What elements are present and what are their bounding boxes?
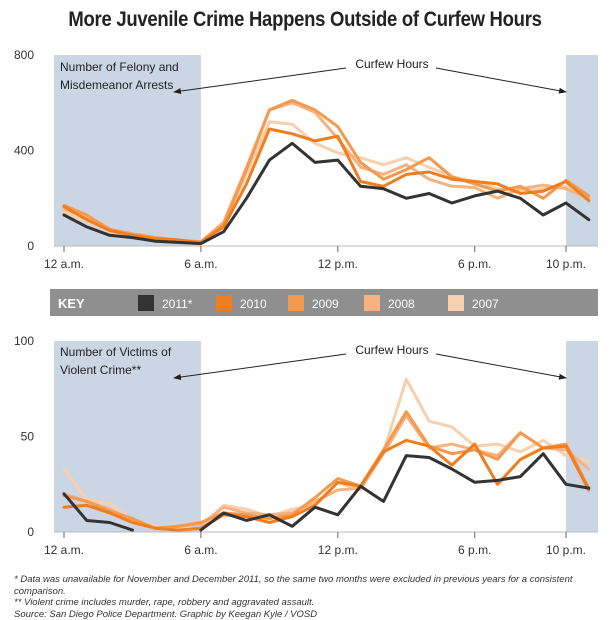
key-label-2011: 2011*: [162, 297, 193, 311]
victims-x-tick-label: 10 p.m.: [546, 543, 586, 557]
key-title: KEY: [58, 296, 85, 311]
chart-legend: KEY 2011* 2010 2009 2008 2007: [50, 289, 598, 316]
key-swatch-2007: [448, 295, 464, 311]
victims-panel-label: Number of Victims of: [60, 345, 172, 359]
arrests-x-tick-label: 12 a.m.: [44, 257, 84, 271]
victims-y-tick-label: 100: [14, 334, 34, 348]
victims-y-tick-label: 0: [27, 525, 34, 539]
arrests-panel-label: Number of Felony and: [60, 60, 179, 74]
victims-x-tick-label: 6 a.m.: [184, 543, 217, 557]
footnote-source: Source: San Diego Police Department. Gra…: [14, 608, 318, 620]
victims-y-tick-label: 50: [21, 430, 35, 444]
victims-x-tick-label: 12 p.m.: [318, 543, 358, 557]
arrests-y-tick-label: 800: [14, 48, 34, 62]
key-swatch-2010: [216, 295, 232, 311]
arrests-x-tick-label: 10 p.m.: [546, 257, 586, 271]
victims-panel-label: Violent Crime**: [60, 363, 141, 377]
victims-series-2011-line: [199, 452, 591, 532]
victims-chart-panel: 0 50 100 12 a.m. 6 a.m. 12 p.m. 6 p.m. 10 p.m. N…: [14, 334, 598, 557]
arrests-series-2011-line: [62, 141, 591, 246]
key-label-2010: 2010: [240, 297, 267, 311]
victims-curfew-label: Curfew Hours: [355, 343, 428, 357]
victims-curfew-arrow-right: [435, 353, 567, 380]
key-swatch-2009: [288, 295, 304, 311]
footnote-violent-crime: ** Violent crime includes murder, rape, …: [14, 597, 315, 608]
victims-x-tick-label: 12 a.m.: [44, 543, 84, 557]
arrests-x-tick-label: 6 a.m.: [184, 257, 217, 271]
arrests-x-tick-label: 6 p.m.: [458, 257, 491, 271]
key-label-2009: 2009: [312, 297, 339, 311]
arrests-curfew-region: [566, 55, 598, 246]
arrests-curfew-arrow-left: [173, 67, 347, 95]
victims-curfew-region: [566, 341, 598, 532]
victims-curfew-arrow-left: [173, 353, 347, 381]
arrests-panel-label: Misdemeanor Arrests: [60, 78, 173, 92]
key-swatch-2011: [138, 295, 154, 311]
key-label-2007: 2007: [472, 297, 499, 311]
victims-x-tick-label: 6 p.m.: [458, 543, 491, 557]
victims-series-2011-line: [62, 492, 134, 532]
key-swatch-2008: [364, 295, 380, 311]
key-label-2008: 2008: [388, 297, 415, 311]
arrests-series-2010-line: [62, 127, 591, 244]
arrests-y-tick-label: 400: [14, 144, 34, 158]
arrests-chart-panel: 0 400 800 12 a.m. 6 a.m. 12 p.m. 6 p.m. 10 p.m.…: [14, 48, 598, 271]
chart-title: More Juvenile Crime Happens Outside of C…: [68, 8, 542, 31]
footnote-data-note: * Data was unavailable for November and …: [14, 574, 573, 597]
arrests-curfew-label: Curfew Hours: [355, 57, 428, 71]
footnotes: * Data was unavailable for November and …: [14, 574, 604, 620]
arrests-y-tick-label: 0: [27, 239, 34, 253]
arrests-curfew-arrow-right: [435, 67, 567, 94]
arrests-x-tick-label: 12 p.m.: [318, 257, 358, 271]
